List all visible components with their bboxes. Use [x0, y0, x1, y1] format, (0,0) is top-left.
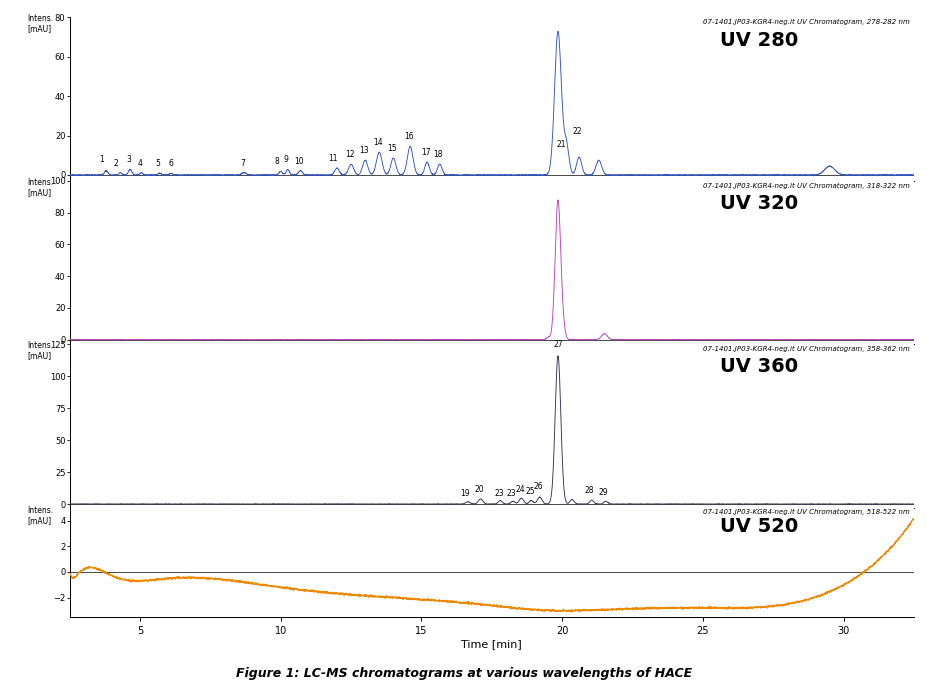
Text: 2: 2 — [113, 159, 119, 168]
Text: 07-1401.JP03-KGR4-neg.it UV Chromatogram, 518-522 nm: 07-1401.JP03-KGR4-neg.it UV Chromatogram… — [703, 509, 908, 515]
Text: 22: 22 — [572, 127, 582, 136]
Text: 19: 19 — [460, 489, 469, 498]
Text: 4: 4 — [137, 159, 142, 168]
Text: 07-1401.JP03-KGR4-neg.it UV Chromatogram, 278-282 nm: 07-1401.JP03-KGR4-neg.it UV Chromatogram… — [703, 19, 908, 25]
Text: Figure 1: LC-MS chromatograms at various wavelengths of HACE: Figure 1: LC-MS chromatograms at various… — [235, 666, 692, 680]
Text: 9: 9 — [284, 155, 288, 164]
Text: 24: 24 — [514, 485, 525, 493]
Text: Intens.
[mAU]: Intens. [mAU] — [28, 506, 54, 525]
Text: UV 320: UV 320 — [719, 194, 797, 213]
Text: 12: 12 — [345, 151, 354, 159]
Text: 20: 20 — [474, 485, 484, 493]
Text: 1: 1 — [99, 155, 104, 164]
Text: Intens.
[mAU]: Intens. [mAU] — [28, 178, 54, 197]
Text: Intens.
[mAU]: Intens. [mAU] — [28, 14, 54, 33]
X-axis label: Time [min]: Time [min] — [461, 638, 522, 649]
Text: UV 280: UV 280 — [719, 31, 797, 49]
Text: 7: 7 — [240, 159, 245, 168]
Text: 28: 28 — [584, 486, 593, 495]
Text: UV 520: UV 520 — [719, 516, 797, 535]
Text: 07-1401.JP03-KGR4-neg.it UV Chromatogram, 318-322 nm: 07-1401.JP03-KGR4-neg.it UV Chromatogram… — [703, 183, 908, 189]
Text: 14: 14 — [373, 139, 382, 148]
Text: 07-1401.JP03-KGR4-neg.it UV Chromatogram, 358-362 nm: 07-1401.JP03-KGR4-neg.it UV Chromatogram… — [703, 346, 908, 352]
Text: 21: 21 — [555, 140, 565, 149]
Text: 6: 6 — [169, 159, 173, 168]
Text: 13: 13 — [359, 146, 368, 155]
Text: UV 360: UV 360 — [719, 358, 797, 376]
Text: 11: 11 — [327, 154, 337, 163]
Text: 8: 8 — [273, 157, 279, 166]
Text: 15: 15 — [387, 144, 397, 153]
Text: 10: 10 — [294, 157, 303, 166]
Text: 5: 5 — [156, 159, 160, 168]
Text: 17: 17 — [421, 148, 430, 158]
Text: 23: 23 — [506, 489, 515, 498]
Text: 25: 25 — [525, 487, 534, 496]
Text: 27: 27 — [552, 341, 562, 349]
Text: 3: 3 — [126, 155, 131, 164]
Text: 16: 16 — [403, 132, 413, 141]
Text: Intens.
[mAU]: Intens. [mAU] — [28, 341, 54, 360]
Text: 26: 26 — [533, 482, 542, 491]
Text: 23: 23 — [493, 489, 503, 498]
Text: 29: 29 — [598, 488, 607, 497]
Text: 18: 18 — [433, 151, 442, 159]
